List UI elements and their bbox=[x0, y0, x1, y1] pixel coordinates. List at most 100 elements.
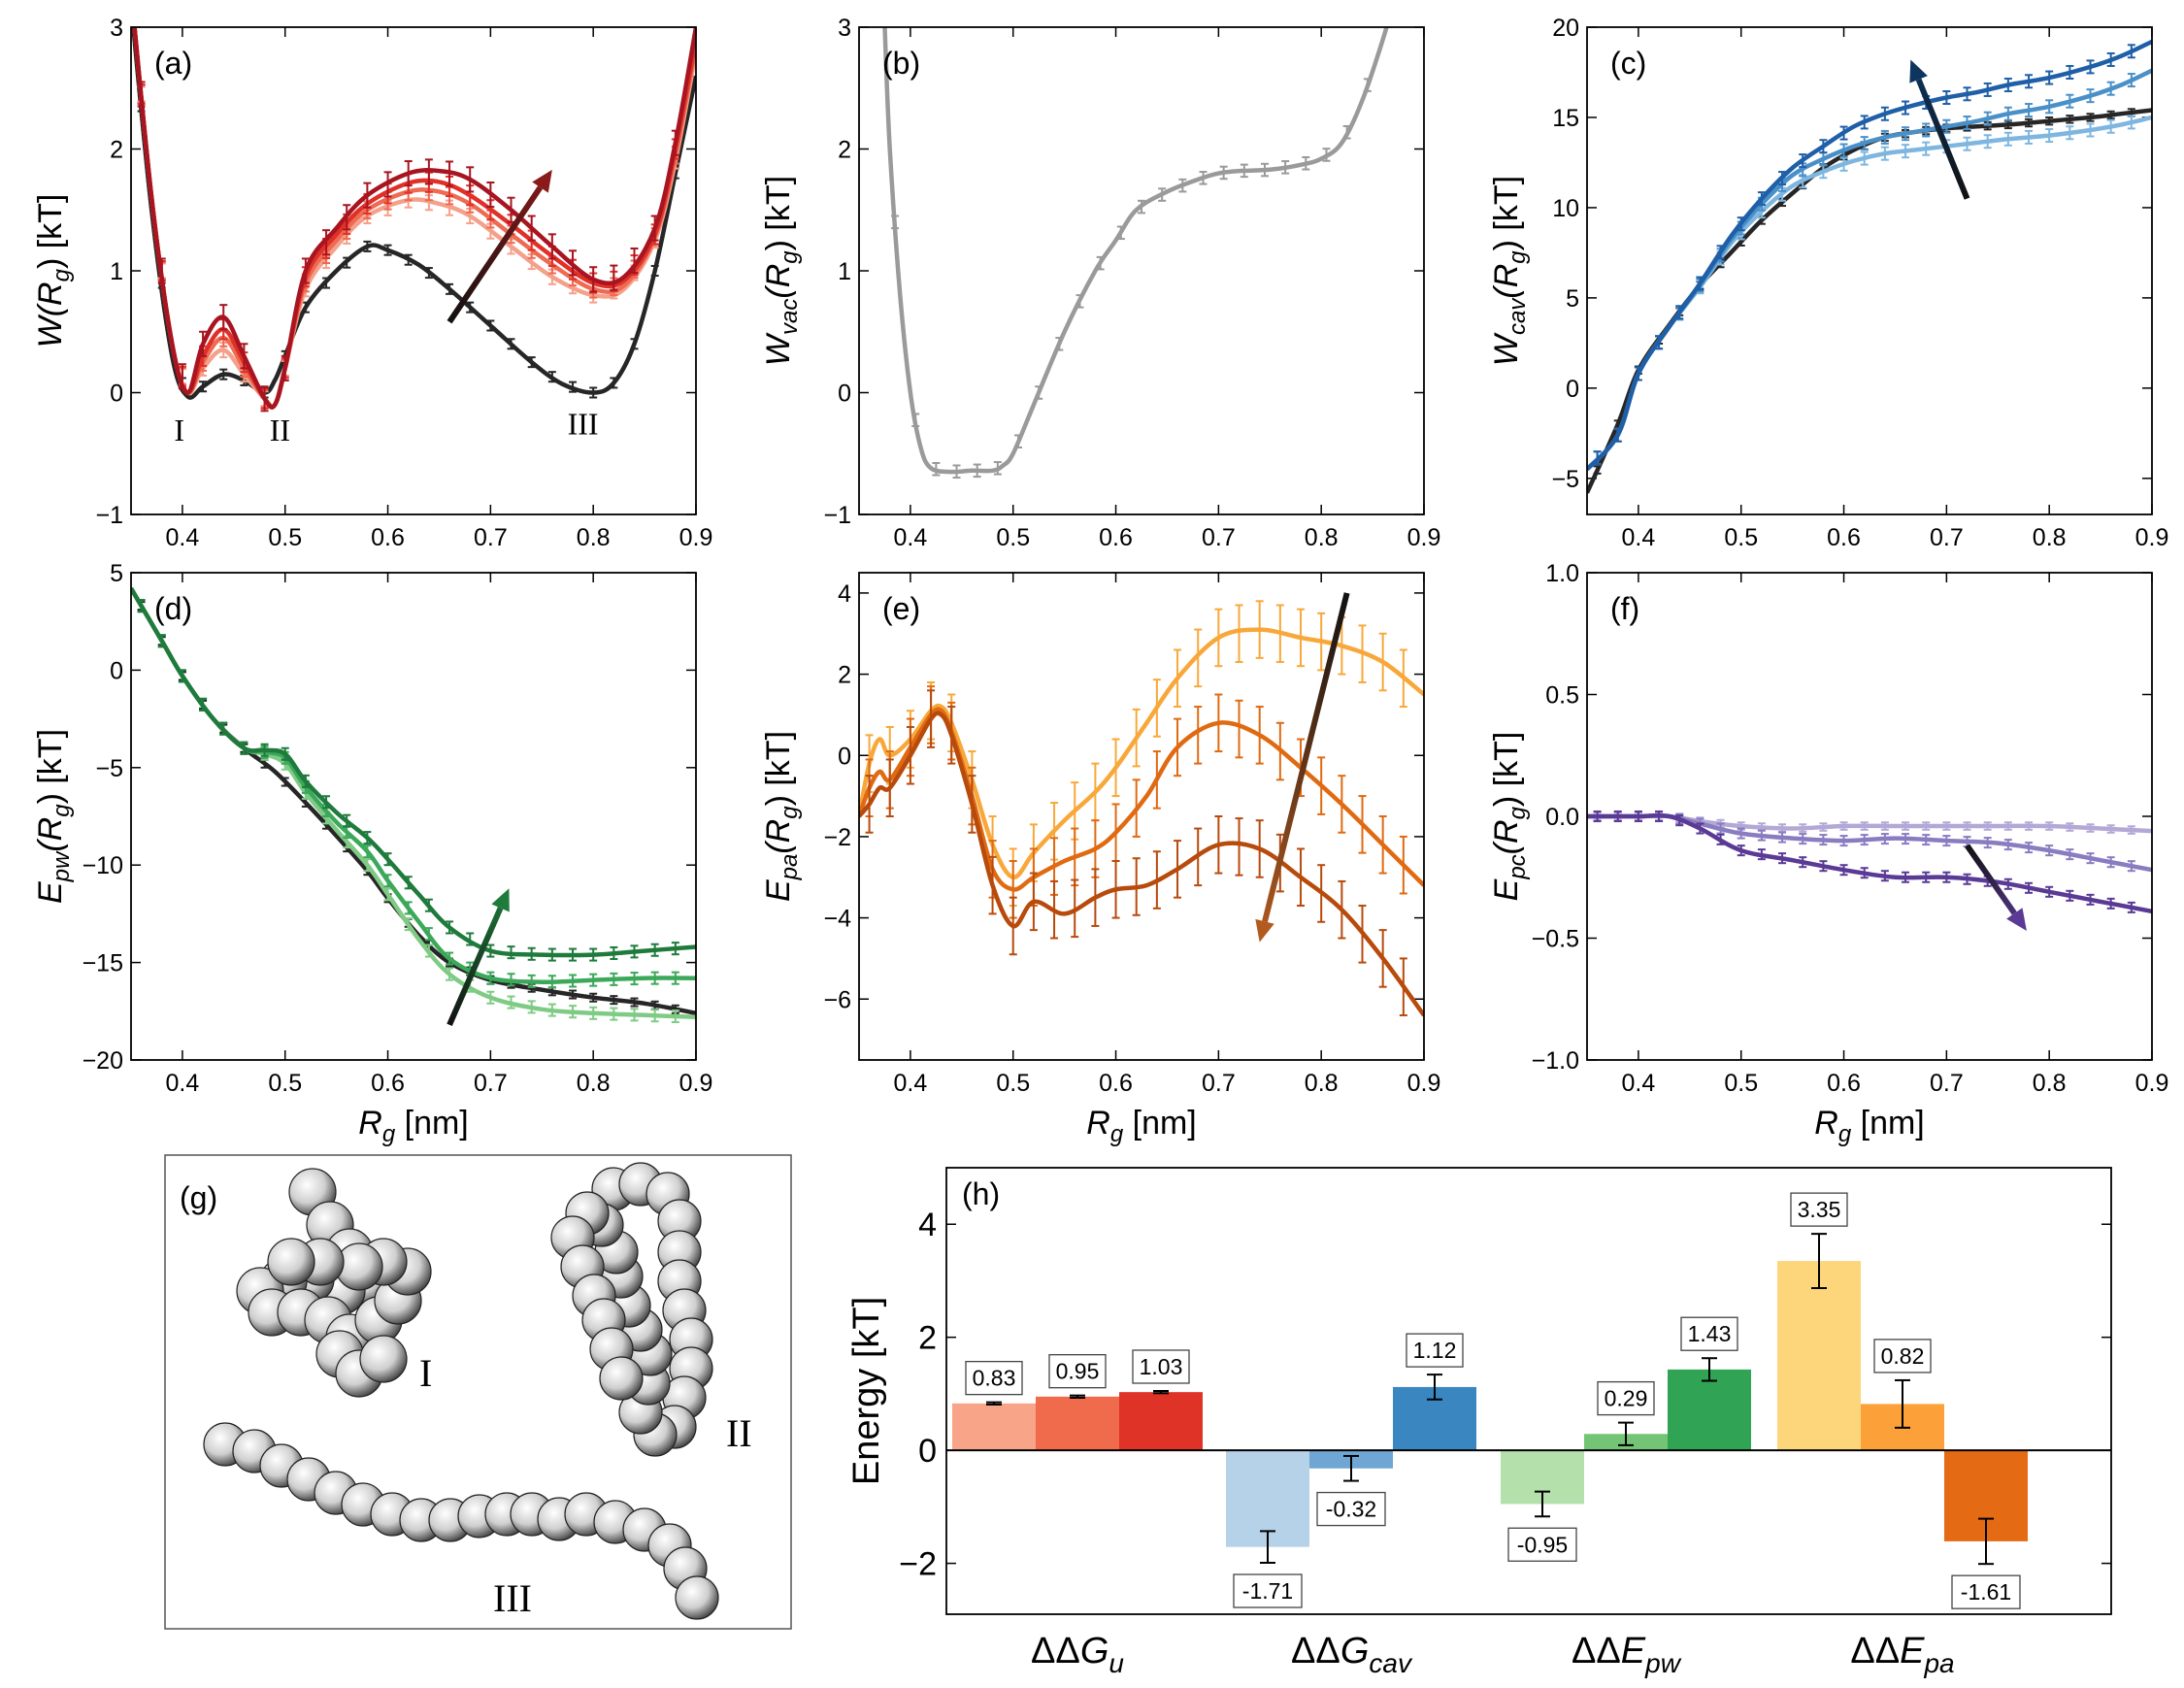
y-tick-label: −0.5 bbox=[1532, 926, 1579, 953]
bead bbox=[599, 1356, 644, 1401]
data-label-box bbox=[1132, 1349, 1190, 1384]
arrow-head bbox=[2006, 908, 2027, 931]
x-tick-label: 0.7 bbox=[1930, 524, 1964, 551]
annotation-I: I bbox=[174, 413, 184, 447]
y-tick-label: 3 bbox=[110, 15, 123, 42]
series-line-medium bbox=[131, 586, 696, 984]
trend-arrow bbox=[1255, 592, 1350, 943]
x-tick-label: 0.5 bbox=[996, 524, 1030, 551]
series-line-strongest bbox=[132, 27, 696, 410]
series-line-medium bbox=[132, 27, 696, 410]
x-tick-label: 0.5 bbox=[268, 524, 302, 551]
arrow-head bbox=[491, 888, 510, 912]
x-axis-label: Rg [nm] bbox=[1086, 1105, 1197, 1147]
bead bbox=[675, 1575, 719, 1620]
series-group bbox=[859, 600, 1424, 1017]
data-label: 1.43 bbox=[1688, 1321, 1732, 1346]
data-label: 0.29 bbox=[1605, 1386, 1648, 1411]
series-line-medium bbox=[1587, 68, 2152, 472]
data-label: 1.03 bbox=[1140, 1354, 1183, 1379]
y-tick-label: 2 bbox=[838, 137, 851, 164]
structure-label-I: I bbox=[419, 1351, 432, 1395]
arrow-shaft bbox=[1965, 844, 2017, 915]
y-tick-label: 5 bbox=[1566, 285, 1579, 313]
x-tick-label: 0.9 bbox=[679, 1070, 713, 1097]
data-label-box bbox=[1048, 1354, 1107, 1389]
series-line-dark bbox=[1587, 39, 2152, 472]
data-label: -0.32 bbox=[1326, 1497, 1376, 1522]
arrow-shaft bbox=[1915, 78, 1970, 200]
panel-f-line-chart: 0.4 0.5 0.6 0.7 0.8 0.9 −1.0 −0.5 0.0 0.5 1.0 (f) Ep… bbox=[1488, 560, 2168, 1147]
y-tick-label: 5 bbox=[110, 560, 123, 587]
y-tick-label: −10 bbox=[83, 852, 123, 879]
x-tick-label: 0.7 bbox=[1930, 1070, 1964, 1097]
data-label: 3.35 bbox=[1798, 1197, 1841, 1222]
panel-label: (e) bbox=[882, 591, 920, 626]
category-label: ΔΔEpw bbox=[1572, 1631, 1682, 1678]
x-tick-label: 0.8 bbox=[2033, 1070, 2067, 1097]
x-tick-label: 0.5 bbox=[1724, 524, 1758, 551]
arrow-shaft bbox=[1262, 592, 1350, 923]
x-tick-label: 0.9 bbox=[1407, 1070, 1441, 1097]
data-label: 0.83 bbox=[973, 1366, 1016, 1391]
panel-b-line-chart: 0.4 0.5 0.6 0.7 0.8 0.9 −1 0 1 2 3 (b) Wvac(Rg) [kT] bbox=[760, 15, 1441, 551]
plot-frame bbox=[130, 572, 697, 1061]
plot-frame bbox=[130, 26, 697, 515]
panel-e-line-chart: 0.4 0.5 0.6 0.7 0.8 0.9 −6 −4 −2 0 2 4 (e) Epa(Rg) [k… bbox=[760, 572, 1441, 1147]
bead-chains bbox=[203, 1162, 719, 1620]
trend-arrow bbox=[1965, 844, 2027, 931]
y-tick-label: 20 bbox=[1552, 15, 1579, 42]
x-tick-label: 0.7 bbox=[1202, 1070, 1236, 1097]
data-label-box bbox=[1233, 1573, 1303, 1608]
trend-arrow bbox=[447, 888, 510, 1027]
plot-frame bbox=[858, 26, 1425, 515]
series-line-reference bbox=[131, 27, 696, 400]
series-group bbox=[1587, 39, 2152, 494]
bar-ΔΔEpa-0 bbox=[1777, 1261, 1861, 1451]
trend-arrow bbox=[447, 169, 552, 324]
data-label: 0.82 bbox=[1881, 1343, 1925, 1369]
x-tick-label: 0.4 bbox=[894, 524, 928, 551]
x-tick-label: 0.6 bbox=[1827, 524, 1861, 551]
plot-frame bbox=[1586, 572, 2153, 1061]
y-tick-label: 0 bbox=[110, 657, 123, 684]
y-tick-label: −5 bbox=[95, 755, 123, 782]
x-tick-label: 0.7 bbox=[1202, 524, 1236, 551]
panel-label: (h) bbox=[962, 1176, 1000, 1211]
panel-label: (f) bbox=[1610, 591, 1639, 626]
structure-label-II: II bbox=[726, 1411, 752, 1455]
series-line-dark bbox=[131, 586, 696, 958]
category-label: ΔΔGu bbox=[1031, 1631, 1124, 1678]
data-label-box bbox=[965, 1360, 1023, 1396]
x-axis-label: Rg [nm] bbox=[358, 1105, 469, 1147]
y-tick-label: −15 bbox=[83, 950, 123, 977]
y-axis-label: Wcav(Rg) [kT] bbox=[1488, 176, 1531, 366]
x-tick-label: 0.6 bbox=[1827, 1070, 1861, 1097]
y-tick-label: −6 bbox=[823, 986, 851, 1013]
x-tick-label: 0.5 bbox=[268, 1070, 302, 1097]
x-tick-label: 0.9 bbox=[2135, 1070, 2169, 1097]
x-tick-label: 0.9 bbox=[1407, 524, 1441, 551]
trend-arrow bbox=[1909, 59, 1970, 200]
x-tick-label: 0.4 bbox=[1622, 524, 1656, 551]
data-label-box bbox=[1873, 1339, 1932, 1374]
x-tick-label: 0.8 bbox=[577, 1070, 611, 1097]
y-tick-label: 1 bbox=[110, 258, 123, 285]
series-line-dark bbox=[1587, 812, 2152, 914]
y-axis-label: Epc(Rg) [kT] bbox=[1488, 732, 1531, 902]
x-tick-label: 0.6 bbox=[371, 524, 405, 551]
y-tick-label: 4 bbox=[918, 1207, 937, 1243]
panel-label: (a) bbox=[154, 46, 192, 81]
data-label: -1.61 bbox=[1961, 1579, 2011, 1605]
x-tick-label: 0.6 bbox=[1099, 1070, 1133, 1097]
series-line-reference bbox=[1587, 108, 2152, 494]
plot-frame bbox=[945, 1167, 2112, 1615]
arrow-head bbox=[1909, 59, 1928, 83]
data-label-box bbox=[1507, 1527, 1577, 1562]
bead bbox=[359, 1335, 408, 1383]
y-axis-label: Epw(Rg) [kT] bbox=[32, 729, 75, 904]
series-line-dark bbox=[859, 711, 1424, 1017]
data-label-box bbox=[1406, 1333, 1464, 1368]
series-line-light bbox=[1587, 115, 2152, 472]
